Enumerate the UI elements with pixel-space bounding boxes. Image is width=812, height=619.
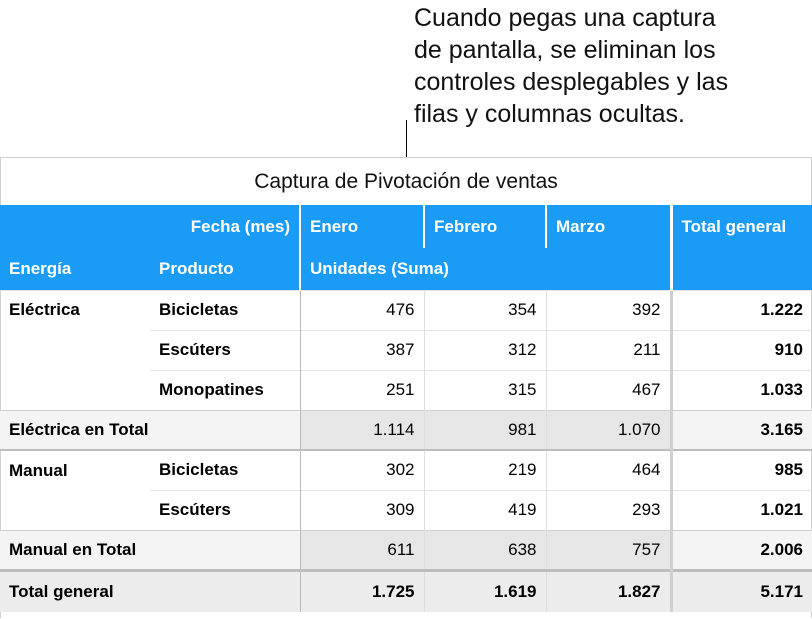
subtotal-value: 757 — [545, 529, 671, 570]
callout-leader-line — [406, 120, 407, 158]
subtotal-value: 611 — [299, 529, 424, 570]
value-cell: 392 — [545, 289, 671, 330]
table-row: Eléctrica Bicicletas 476 354 392 1.222 — [0, 289, 812, 330]
callout-line-2: de pantalla, se eliminan los — [414, 36, 716, 64]
subtotal-row: Manual en Total 611 638 757 2.006 — [0, 529, 812, 570]
grand-total-label: Total general — [0, 568, 300, 612]
subtotal-value: 1.070 — [545, 409, 671, 450]
value-cell: 251 — [299, 369, 424, 410]
energy-cell: Manual — [0, 449, 150, 490]
table-title: Captura de Pivotación de ventas — [254, 170, 558, 193]
header-month-3: Marzo — [545, 205, 671, 248]
header-values-label: Unidades (Suma) — [299, 248, 671, 290]
table-row: Escúters 387 312 211 910 — [0, 329, 812, 370]
header-product: Producto — [150, 248, 300, 290]
value-cell: 315 — [423, 369, 546, 410]
energy-cell: Eléctrica — [0, 289, 150, 330]
subtotal-value: 638 — [423, 529, 546, 570]
value-cell: 354 — [423, 289, 546, 330]
subtotal-value: 981 — [423, 409, 546, 450]
value-cell: 211 — [545, 329, 671, 370]
header-total-empty — [669, 248, 812, 290]
energy-cell-empty — [0, 370, 150, 410]
value-cell: 467 — [545, 369, 671, 410]
product-cell: Bicicletas — [150, 449, 300, 490]
pivot-grid: Fecha (mes) Enero Febrero Marzo Total ge… — [0, 205, 812, 612]
grand-total-row: Total general 1.725 1.619 1.827 5.171 — [0, 568, 812, 612]
table-row: Escúters 309 419 293 1.021 — [0, 489, 812, 530]
product-cell: Monopatines — [150, 369, 300, 410]
row-total-cell: 910 — [669, 329, 812, 370]
grand-total-value: 1.619 — [423, 568, 546, 612]
callout-line-1: Cuando pegas una captura — [414, 4, 716, 32]
header-energy: Energía — [0, 248, 150, 290]
value-cell: 302 — [299, 449, 424, 490]
subtotal-total: 2.006 — [669, 529, 812, 570]
value-cell: 387 — [299, 329, 424, 370]
subtotal-row: Eléctrica en Total 1.114 981 1.070 3.165 — [0, 409, 812, 450]
value-cell: 219 — [423, 449, 546, 490]
value-cell: 464 — [545, 449, 671, 490]
value-cell: 312 — [423, 329, 546, 370]
table-row: Manual Bicicletas 302 219 464 985 — [0, 449, 812, 490]
subtotal-value: 1.114 — [299, 409, 424, 450]
callout-text: Cuando pegas una captura de pantalla, se… — [414, 2, 804, 130]
grand-total-value: 1.827 — [545, 568, 671, 612]
energy-cell-empty — [0, 330, 150, 370]
product-cell: Escúters — [150, 489, 300, 530]
subtotal-label: Eléctrica en Total — [0, 409, 300, 450]
header-date-label: Fecha (mes) — [150, 205, 300, 248]
grand-total-total: 5.171 — [669, 568, 812, 612]
value-cell: 476 — [299, 289, 424, 330]
header-empty — [0, 205, 150, 248]
header-row-months: Fecha (mes) Enero Febrero Marzo Total ge… — [0, 205, 812, 248]
header-month-1: Enero — [299, 205, 424, 248]
row-total-cell: 1.033 — [669, 369, 812, 410]
callout-line-3: controles desplegables y las — [414, 68, 729, 96]
value-cell: 293 — [545, 489, 671, 530]
value-cell: 309 — [299, 489, 424, 530]
product-cell: Bicicletas — [150, 289, 300, 330]
subtotal-total: 3.165 — [669, 409, 812, 450]
grand-total-value: 1.725 — [299, 568, 424, 612]
callout-line-4: filas y columnas ocultas. — [414, 100, 685, 128]
header-month-2: Febrero — [423, 205, 546, 248]
subtotal-label: Manual en Total — [0, 529, 300, 570]
value-cell: 419 — [423, 489, 546, 530]
header-grand-total: Total general — [669, 205, 812, 248]
table-row: Monopatines 251 315 467 1.033 — [0, 369, 812, 410]
row-total-cell: 1.222 — [669, 289, 812, 330]
header-row-fields: Energía Producto Unidades (Suma) — [0, 248, 812, 290]
pivot-table: Captura de Pivotación de ventas Fecha (m… — [0, 157, 812, 619]
row-total-cell: 985 — [669, 449, 812, 490]
row-total-cell: 1.021 — [669, 489, 812, 530]
product-cell: Escúters — [150, 329, 300, 370]
energy-cell-empty — [0, 490, 150, 530]
